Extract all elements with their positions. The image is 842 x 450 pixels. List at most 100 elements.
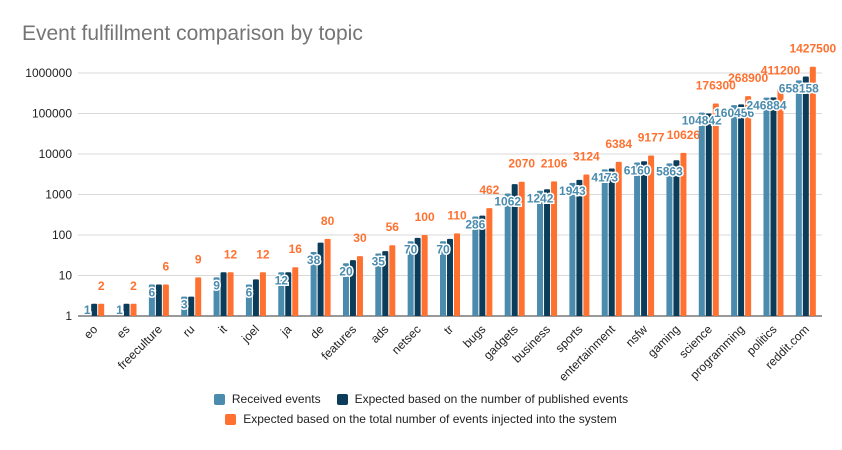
bar-received [342,263,349,316]
bar-expected-published [155,284,162,316]
x-tick-label: nsfw [623,322,651,350]
bar-expected-published [770,97,777,317]
bar-expected-published [608,168,615,316]
data-label-expected-injected: 462 [479,183,499,197]
bar-received [278,272,285,316]
y-tick-label: 1 [65,309,72,323]
legend-label-expected-injected: Expected based on the total number of ev… [243,412,617,426]
legend-swatch-expected-published [336,393,348,405]
bar-expected-published [317,242,324,316]
bar-expected-published [349,260,356,316]
data-label-received: 70 [436,242,450,256]
data-label-received: 3 [181,298,188,312]
bar-received [440,241,446,316]
data-label-expected-injected: 268900 [728,71,768,85]
data-label-expected-injected: 176300 [696,79,736,93]
data-label-expected-injected: 2070 [508,157,535,171]
data-label-expected-injected: 9 [195,252,202,266]
bar-expected-published [220,272,227,316]
data-label-expected-injected: 6 [163,259,170,273]
data-label-expected-injected: 6384 [605,137,632,151]
data-label-received: 160456 [714,106,754,120]
bar-received [407,241,414,316]
bar-expected-injected [777,88,784,316]
bar-expected-injected [648,155,655,316]
chart-title: Event fulfillment comparison by topic [22,22,363,45]
bar-expected-injected [486,208,493,316]
data-label-received: 20 [339,264,353,278]
data-label-expected-injected: 12 [256,247,270,261]
data-label-received: 5863 [656,164,683,178]
bar-expected-published [91,303,98,316]
x-tick-label: joel [238,322,262,346]
data-label-received: 38 [307,253,321,267]
data-label-received: 6 [246,285,253,299]
x-tick-label: features [319,322,360,363]
data-label-received: 9 [213,278,220,292]
bar-expected-injected [518,181,525,316]
bar-expected-injected [389,245,396,316]
data-label-received: 1 [116,303,123,317]
bar-received [763,97,770,316]
bar-expected-injected [324,238,331,316]
bar-expected-injected [680,152,687,316]
bar-expected-injected [583,174,590,316]
legend-swatch-received [213,393,225,405]
data-label-received: 4173 [591,170,618,184]
data-label-expected-injected: 12 [224,247,238,261]
data-label-expected-injected: 2 [98,279,105,293]
bar-received [148,284,155,316]
data-label-received: 70 [404,242,418,256]
data-label-received: 6160 [624,164,651,178]
bar-expected-injected [712,103,719,316]
bar-expected-injected [292,267,299,316]
legend-swatch-expected-injected [225,413,237,425]
y-tick-label: 10 [59,269,73,283]
y-tick-label: 100 [52,228,72,242]
bar-received [181,296,188,316]
bar-received [504,193,511,316]
bar-expected-injected [227,272,234,316]
bar-expected-published [382,251,389,316]
bar-expected-published [479,215,486,316]
x-tick-label: netsec [389,322,424,357]
bar-expected-published [123,303,130,316]
bar-received [601,169,608,316]
bar-expected-injected [195,277,202,316]
x-tick-label: es [114,322,133,341]
y-tick-label: 100000 [32,107,72,121]
data-label-expected-injected: 9177 [638,131,665,145]
bar-received [375,253,382,316]
y-tick-label: 1000 [45,188,72,202]
bar-expected-published [673,160,680,316]
bar-received [472,216,479,316]
data-label-received: 1242 [527,192,554,206]
legend: Received events Expected based on the nu… [0,392,842,432]
bar-received [569,182,576,316]
data-label-expected-injected: 2 [130,279,137,293]
data-label-expected-injected: 16 [289,242,303,256]
bar-expected-injected [551,181,558,316]
bar-expected-injected [745,96,752,317]
bar-expected-published [705,113,712,316]
data-label-received: 6 [149,285,156,299]
bar-expected-published [252,279,259,316]
legend-label-received: Received events [231,392,321,406]
x-tick-label: it [216,322,231,337]
x-tick-label: ru [180,322,197,339]
bar-received [537,190,544,316]
bar-expected-injected [98,303,105,316]
x-tick-label: gaming [645,322,683,360]
data-label-received: 246884 [746,99,786,113]
data-label-expected-injected: 80 [321,214,335,228]
legend-item-expected-injected: Expected based on the total number of ev… [225,412,617,426]
bar-expected-published [511,184,518,316]
data-label-expected-injected: 1427500 [789,42,836,56]
data-label-received: 1062 [494,194,521,208]
bar-received [698,112,705,316]
bar-received [213,277,220,316]
bar-expected-published [544,189,551,316]
data-label-expected-injected: 30 [353,231,367,245]
bar-received [634,162,641,316]
